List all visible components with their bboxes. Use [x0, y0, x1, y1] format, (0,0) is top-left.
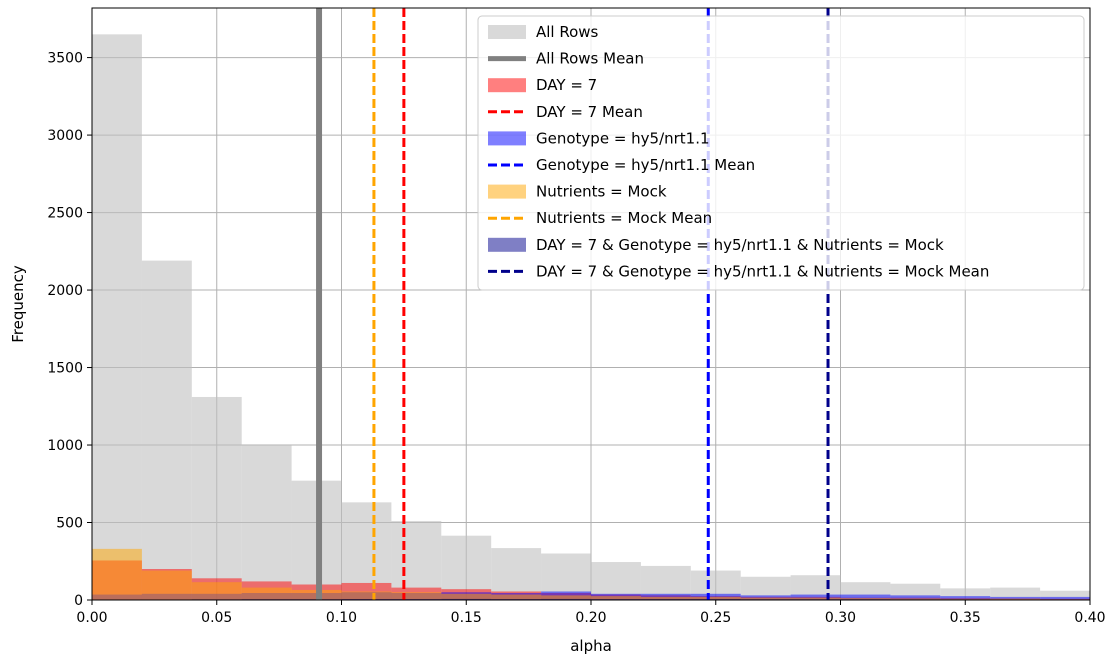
bar-s0-b17 — [940, 588, 991, 600]
y-tick-label-1: 500 — [56, 516, 83, 532]
legend-label-3: DAY = 7 Mean — [536, 103, 643, 121]
legend-item-5: Genotype = hy5/nrt1.1 Mean — [488, 156, 755, 174]
bar-s0-b0 — [92, 34, 142, 600]
legend-item-9: DAY = 7 & Genotype = hy5/nrt1.1 & Nutrie… — [488, 262, 989, 280]
bar-s2-b19 — [1040, 596, 1090, 600]
legend-swatch-4 — [488, 131, 526, 146]
bar-s3-b5 — [341, 591, 392, 600]
legend: All Rows All Rows Mean DAY = 7 DAY = 7 Mean… — [477, 15, 1085, 291]
bar-s0-b8 — [491, 548, 542, 600]
bar-s3-b18 — [990, 598, 1041, 600]
legend-item-7: Nutrients = Mock Mean — [488, 209, 712, 227]
legend-label-5: Genotype = hy5/nrt1.1 Mean — [536, 156, 755, 174]
x-tick-label-1: 0.05 — [201, 610, 232, 626]
legend-label-0: All Rows — [536, 23, 599, 41]
bar-s3-b7 — [441, 593, 492, 600]
bar-s0-b13 — [740, 576, 791, 600]
bar-s4-b7 — [441, 598, 492, 600]
bar-s0-b19 — [1040, 590, 1090, 600]
legend-label-7: Nutrients = Mock Mean — [536, 209, 712, 227]
legend-swatch-2 — [488, 78, 526, 93]
legend-box — [477, 15, 1085, 291]
axis-ticks: 0.00 0.05 0.10 0.15 0.20 0.25 0.30 0.35 0.40 0 500… — [47, 51, 1105, 626]
legend-label-9: DAY = 7 & Genotype = hy5/nrt1.1 & Nutrie… — [536, 262, 989, 280]
legend-label-4: Genotype = hy5/nrt1.1 — [536, 129, 710, 147]
bar-s3-b15 — [840, 598, 891, 600]
x-tick-label-4: 0.20 — [575, 610, 606, 626]
bar-s3-b14 — [790, 597, 841, 600]
legend-item-8: DAY = 7 & Genotype = hy5/nrt1.1 & Nutrie… — [488, 236, 944, 254]
legend-item-4: Genotype = hy5/nrt1.1 — [488, 129, 710, 147]
bar-s0-b6 — [391, 520, 442, 600]
legend-swatch-6 — [488, 184, 526, 199]
bar-s0-b10 — [591, 562, 641, 600]
legend-label-1: All Rows Mean — [536, 50, 644, 68]
y-axis-label: Frequency — [9, 265, 27, 343]
bar-s3-b16 — [890, 598, 941, 600]
legend-label-2: DAY = 7 — [536, 76, 597, 94]
y-tick-label-7: 3500 — [47, 51, 83, 67]
y-tick-label-6: 3000 — [47, 128, 83, 144]
x-tick-label-8: 0.40 — [1074, 610, 1105, 626]
legend-label-6: Nutrients = Mock — [536, 183, 667, 201]
y-tick-label-2: 1000 — [47, 438, 83, 454]
y-tick-label-4: 2000 — [47, 283, 83, 299]
bar-s3-b13 — [740, 597, 791, 600]
legend-item-0: All Rows — [488, 23, 599, 41]
legend-label-8: DAY = 7 & Genotype = hy5/nrt1.1 & Nutrie… — [536, 236, 944, 254]
bar-s3-b1 — [141, 570, 192, 600]
x-tick-label-0: 0.00 — [76, 610, 107, 626]
legend-item-2: DAY = 7 — [488, 76, 597, 94]
bar-s3-b0 — [92, 548, 142, 600]
bar-s2-b15 — [840, 594, 891, 600]
legend-swatch-8 — [488, 237, 526, 252]
y-tick-label-0: 0 — [74, 593, 83, 609]
bar-s3-b8 — [491, 594, 542, 600]
bar-s3-b11 — [640, 596, 691, 600]
bar-s2-b17 — [940, 596, 991, 600]
bar-s0-b3 — [241, 445, 292, 600]
bar-s3-b2 — [191, 582, 242, 600]
bar-s3-b12 — [690, 596, 741, 600]
bar-s3-b10 — [591, 596, 641, 600]
bar-s3-b9 — [541, 595, 591, 600]
x-axis-label: alpha — [570, 637, 612, 655]
bar-s4-b9 — [541, 598, 591, 600]
x-tick-label-3: 0.15 — [451, 610, 482, 626]
legend-item-6: Nutrients = Mock — [488, 183, 667, 201]
legend-item-3: DAY = 7 Mean — [488, 103, 643, 121]
bar-s3-b6 — [391, 592, 442, 600]
x-tick-label-7: 0.35 — [950, 610, 981, 626]
x-tick-label-2: 0.10 — [326, 610, 357, 626]
y-tick-label-5: 2500 — [47, 206, 83, 222]
x-tick-label-6: 0.30 — [825, 610, 856, 626]
x-tick-label-5: 0.25 — [700, 610, 731, 626]
bar-s2-b18 — [990, 596, 1041, 600]
series-3 — [92, 548, 1090, 600]
bar-s0-b1 — [141, 260, 192, 600]
y-tick-label-3: 1500 — [47, 361, 83, 377]
bar-s2-b14 — [790, 594, 841, 600]
bar-s2-b16 — [890, 595, 941, 600]
bar-s0-b2 — [191, 396, 242, 600]
legend-swatch-0 — [488, 25, 526, 39]
bar-s3-b3 — [241, 587, 292, 600]
legend-item-1: All Rows Mean — [488, 50, 644, 68]
histogram-bars — [92, 34, 1090, 600]
